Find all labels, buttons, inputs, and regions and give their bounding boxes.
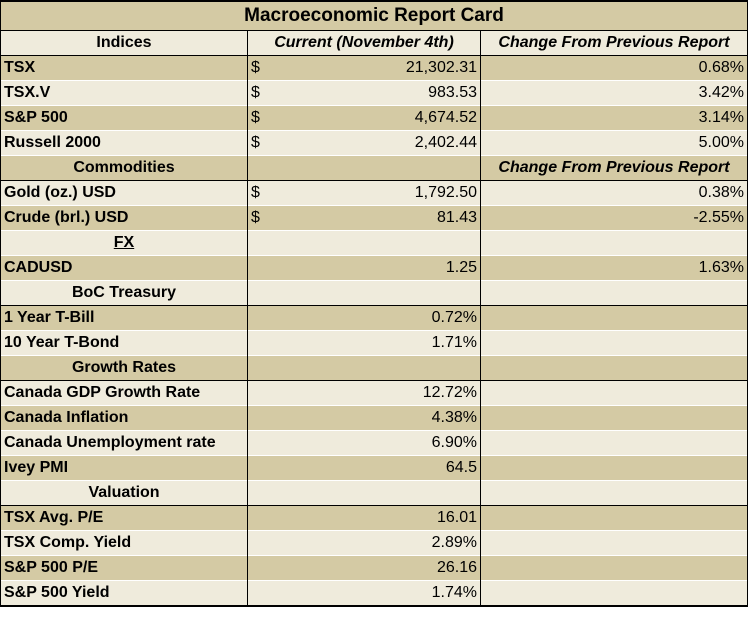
currency-symbol: $ <box>251 183 260 201</box>
current-value: 0.72% <box>247 305 481 330</box>
row-label: Canada Inflation <box>0 405 248 430</box>
current-value: 4,674.52 <box>414 108 477 126</box>
change-header: Change From Previous Report <box>479 154 748 181</box>
currency-symbol: $ <box>251 83 260 101</box>
valuation-header-row: Valuation <box>0 479 748 506</box>
current-header: Current (November 4th) <box>247 29 481 56</box>
current-value: 16.01 <box>247 505 481 530</box>
row-label: TSX Comp. Yield <box>0 530 248 555</box>
growth-header-row: Growth Rates <box>0 354 748 381</box>
row-label: S&P 500 P/E <box>0 555 248 580</box>
row-label: TSX <box>0 55 248 80</box>
row-label: 1 Year T-Bill <box>0 305 248 330</box>
change-value: 3.42% <box>479 80 748 105</box>
row-label: Gold (oz.) USD <box>0 180 248 205</box>
row-label: CADUSD <box>0 255 248 280</box>
table-row: 10 Year T-Bond 1.71% <box>0 330 748 355</box>
currency-symbol: $ <box>251 108 260 126</box>
title-row: Macroeconomic Report Card <box>0 0 748 31</box>
current-value: 1.71% <box>247 330 481 355</box>
change-value: -2.55% <box>479 205 748 230</box>
row-label: Russell 2000 <box>0 130 248 155</box>
change-value: 0.38% <box>479 180 748 205</box>
current-value: 1,792.50 <box>414 183 477 201</box>
section-header: Growth Rates <box>0 354 248 381</box>
current-value: 26.16 <box>247 555 481 580</box>
report-table: Macroeconomic Report Card Indices Curren… <box>0 0 748 607</box>
row-label: 10 Year T-Bond <box>0 330 248 355</box>
section-header: Commodities <box>0 154 248 181</box>
current-value: 2.89% <box>247 530 481 555</box>
change-value: 1.63% <box>479 255 748 280</box>
table-row: S&P 500 Yield 1.74% <box>0 580 748 607</box>
current-value: 81.43 <box>436 208 477 226</box>
table-row: Canada Unemployment rate 6.90% <box>0 430 748 455</box>
row-label: Crude (brl.) USD <box>0 205 248 230</box>
row-label: S&P 500 <box>0 105 248 130</box>
current-value: 12.72% <box>247 380 481 405</box>
table-row: Crude (brl.) USD $81.43 -2.55% <box>0 205 748 230</box>
table-row: S&P 500 P/E 26.16 <box>0 555 748 580</box>
section-header: Valuation <box>0 479 248 506</box>
report-title: Macroeconomic Report Card <box>0 0 748 31</box>
row-label: TSX Avg. P/E <box>0 505 248 530</box>
table-row: Gold (oz.) USD $1,792.50 0.38% <box>0 180 748 205</box>
current-value: 6.90% <box>247 430 481 455</box>
row-label: Canada Unemployment rate <box>0 430 248 455</box>
table-row: Canada GDP Growth Rate 12.72% <box>0 380 748 405</box>
change-header: Change From Previous Report <box>479 29 748 56</box>
row-label: Ivey PMI <box>0 455 248 480</box>
table-row: Canada Inflation 4.38% <box>0 405 748 430</box>
change-value: 0.68% <box>479 55 748 80</box>
table-row: S&P 500 $4,674.52 3.14% <box>0 105 748 130</box>
section-header: FX <box>113 233 135 251</box>
table-row: TSX.V $983.53 3.42% <box>0 80 748 105</box>
table-row: 1 Year T-Bill 0.72% <box>0 305 748 330</box>
table-row: Russell 2000 $2,402.44 5.00% <box>0 130 748 155</box>
change-value: 3.14% <box>479 105 748 130</box>
table-row: TSX $21,302.31 0.68% <box>0 55 748 80</box>
currency-symbol: $ <box>251 133 260 151</box>
boc-header-row: BoC Treasury <box>0 279 748 306</box>
table-row: CADUSD 1.25 1.63% <box>0 255 748 280</box>
current-value: 983.53 <box>428 83 477 101</box>
row-label: TSX.V <box>0 80 248 105</box>
indices-header-row: Indices Current (November 4th) Change Fr… <box>0 29 748 56</box>
section-header: BoC Treasury <box>0 279 248 306</box>
currency-symbol: $ <box>251 208 260 226</box>
current-value: 2,402.44 <box>414 133 477 151</box>
commodities-header-row: Commodities Change From Previous Report <box>0 154 748 181</box>
table-row: TSX Avg. P/E 16.01 <box>0 505 748 530</box>
row-label: S&P 500 Yield <box>0 580 248 607</box>
currency-symbol: $ <box>251 58 260 76</box>
table-row: TSX Comp. Yield 2.89% <box>0 530 748 555</box>
current-value: 21,302.31 <box>405 58 477 76</box>
row-label: Canada GDP Growth Rate <box>0 380 248 405</box>
fx-header-row: FX <box>0 230 748 255</box>
current-value: 1.74% <box>247 580 481 607</box>
current-value: 64.5 <box>247 455 481 480</box>
change-value: 5.00% <box>479 130 748 155</box>
indices-header: Indices <box>0 29 248 56</box>
current-value: 4.38% <box>247 405 481 430</box>
current-value: 1.25 <box>247 255 481 280</box>
table-row: Ivey PMI 64.5 <box>0 455 748 480</box>
